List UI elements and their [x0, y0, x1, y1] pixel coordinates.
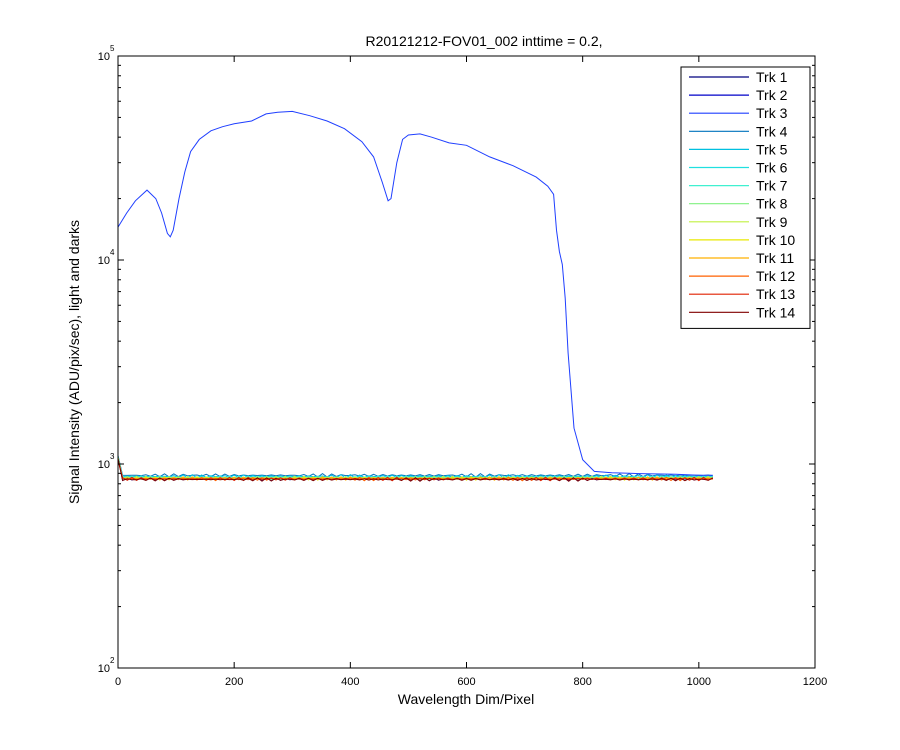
legend-label: Trk 5 [756, 141, 788, 157]
y-tick-label-exponent: 3 [110, 452, 115, 461]
legend-label: Trk 7 [756, 178, 788, 194]
y-tick-label-base: 10 [98, 255, 110, 267]
legend-box [680, 66, 811, 329]
legend-label: Trk 12 [756, 268, 795, 284]
x-axis-label: Wavelength Dim/Pixel [398, 691, 534, 707]
legend-label: Trk 13 [756, 286, 795, 302]
legend-label: Trk 8 [756, 196, 788, 212]
x-tick-label: 1000 [687, 676, 711, 688]
legend-label: Trk 6 [756, 160, 788, 176]
y-tick-label-base: 10 [98, 51, 110, 63]
legend-label: Trk 9 [756, 214, 788, 230]
x-tick-label: 1200 [803, 676, 827, 688]
x-tick-label: 800 [573, 676, 591, 688]
y-tick-label-base: 10 [98, 459, 110, 471]
legend-label: Trk 4 [756, 123, 788, 139]
legend-label: Trk 1 [756, 69, 788, 85]
legend-label: Trk 2 [756, 87, 788, 103]
legend-label: Trk 10 [756, 232, 795, 248]
x-tick-label: 400 [341, 676, 359, 688]
y-tick-label-exponent: 4 [110, 248, 115, 257]
y-tick-label-exponent: 5 [110, 44, 115, 53]
legend-label: Trk 11 [756, 250, 794, 266]
legend-label: Trk 14 [756, 304, 795, 320]
chart-title: R20121212-FOV01_002 inttime = 0.2, [366, 33, 603, 49]
data-layer [117, 110, 714, 482]
x-tick-label: 0 [115, 676, 121, 688]
series-line [117, 110, 713, 476]
series-line [117, 458, 713, 482]
legend: Trk 1 Trk 2 Trk 3 Trk 4 Trk 5 Trk 6 Trk 7 Trk 8… [680, 66, 811, 329]
y-tick-label-exponent: 2 [110, 656, 115, 665]
y-axis-label: Signal Intensity (ADU/pix/sec), light an… [66, 220, 82, 504]
x-tick-label: 600 [457, 676, 475, 688]
legend-label: Trk 3 [756, 105, 788, 121]
x-tick-label: 200 [225, 676, 243, 688]
y-tick-label-base: 10 [98, 663, 110, 675]
